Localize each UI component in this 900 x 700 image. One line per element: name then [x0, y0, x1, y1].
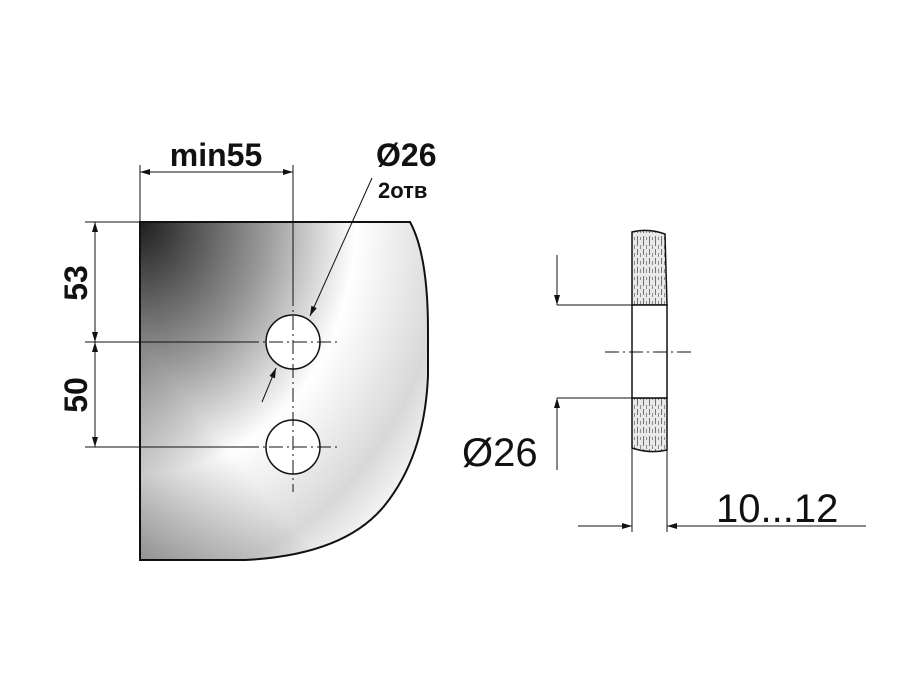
dimension-hole-spacing-label: 50 — [58, 377, 94, 413]
glass-section-lower — [631, 397, 668, 453]
diameter-leader-tail — [261, 367, 277, 403]
hole-count-label: 2отв — [378, 178, 427, 203]
front-view: min55 53 50 Ø26 2отв — [58, 137, 436, 561]
side-view: Ø26 10...12 — [462, 229, 866, 532]
diameter-leader-line — [309, 177, 373, 317]
dimension-top-offset-label: 53 — [58, 265, 94, 301]
glass-thickness-label: 10...12 — [716, 487, 838, 531]
clamp-plate-shade — [140, 222, 428, 560]
hole-diameter-label: Ø26 — [376, 137, 436, 173]
glass-section-upper — [631, 229, 668, 306]
side-hole-diameter-label: Ø26 — [462, 431, 538, 475]
dimension-width-label: min55 — [170, 137, 262, 173]
